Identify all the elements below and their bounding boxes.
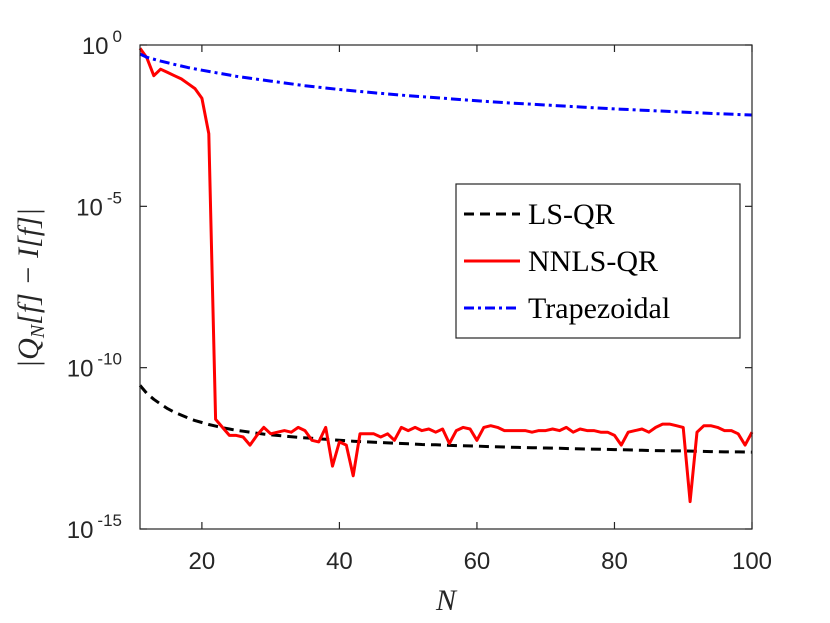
y-tick-label: 10 -5 [76, 188, 122, 221]
legend: LS-QR NNLS-QR Trapezoidal [455, 183, 741, 339]
x-tick-label: 100 [732, 548, 772, 575]
axes-box [139, 44, 753, 530]
x-tick-label: 80 [601, 548, 628, 575]
series-line-ls-qr [138, 384, 753, 454]
y-tick-label: 10 -10 [67, 350, 122, 383]
x-tick-label: 60 [464, 548, 491, 575]
x-tick-label: 40 [326, 548, 353, 575]
y-axis-title-group: |QN[f] − I[f]| [12, 208, 49, 368]
y-axis-title: |QN[f] − I[f]| [12, 208, 49, 368]
y-tick-label: 10 -15 [67, 511, 122, 544]
legend-label-ls-qr: LS-QR [528, 198, 615, 231]
x-axis-title: N [435, 584, 458, 617]
series-layer [138, 47, 754, 504]
y-tick-label: 10 0 [82, 27, 122, 60]
legend-label-trapezoidal: Trapezoidal [528, 292, 670, 325]
series-line-trapezoidal [139, 52, 753, 117]
series-line-nnls-qr [138, 47, 754, 504]
legend-label-nnls-qr: NNLS-QR [528, 245, 658, 278]
x-tick-label: 20 [189, 548, 216, 575]
